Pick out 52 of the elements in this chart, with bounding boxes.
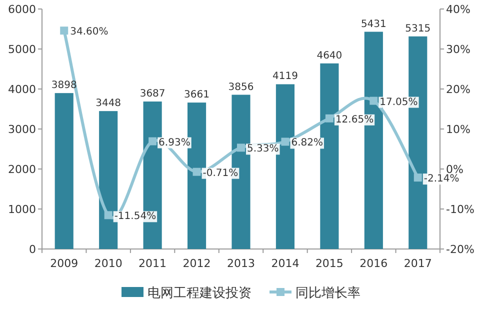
y2-tick-label: 40%: [446, 3, 470, 16]
data-label: -0.71%: [202, 168, 238, 179]
data-label: 4119: [272, 71, 298, 82]
y2-tick-label: 30%: [446, 43, 470, 56]
y2-tick-label: -20%: [446, 243, 474, 256]
y2-tick-label: -10%: [446, 203, 474, 216]
data-label: 5315: [405, 23, 431, 34]
y-tick-label: 6000: [8, 3, 36, 16]
x-tick-label: 2013: [227, 257, 255, 270]
y-tick-label: 1000: [8, 203, 36, 216]
point: [192, 168, 201, 176]
data-label: -11.54%: [114, 211, 156, 222]
data-label: 3448: [96, 98, 122, 110]
x-tick-label: 2011: [138, 257, 167, 270]
x-tick-label: 2015: [315, 257, 344, 270]
data-label: 6.93%: [158, 137, 190, 148]
data-label: 3898: [51, 80, 77, 92]
point: [237, 144, 245, 152]
x-tick-label: 2010: [94, 257, 122, 270]
data-label: 4640: [316, 50, 342, 62]
x-tick-label: 2012: [182, 257, 211, 270]
point: [370, 96, 378, 105]
point: [60, 26, 68, 35]
y-tick-label: 4000: [8, 83, 36, 96]
point: [104, 211, 112, 220]
x-tick-label: 2009: [50, 257, 78, 270]
data-label: 5.33%: [247, 144, 279, 155]
data-label: 3856: [228, 82, 254, 93]
bar: [54, 93, 74, 249]
data-label: 6.82%: [291, 138, 324, 149]
data-label: 17.05%: [380, 96, 418, 108]
y-tick-label: 2000: [8, 163, 36, 176]
x-tick-label: 2016: [360, 257, 388, 270]
data-label: 3687: [140, 88, 166, 100]
legend-label: 同比增长率: [296, 285, 360, 301]
point: [325, 114, 334, 122]
x-tick-label: 2014: [271, 257, 300, 270]
y2-tick-label: 10%: [446, 123, 470, 136]
legend-label: 电网工程建设投资: [148, 286, 252, 301]
data-label: -2.14%: [424, 174, 460, 185]
y2-tick-label: 20%: [446, 83, 470, 96]
data-label: 5431: [360, 18, 386, 30]
point: [148, 137, 157, 146]
y-tick-label: 5000: [8, 43, 36, 56]
y-tick-label: 3000: [8, 123, 36, 136]
point: [281, 138, 290, 146]
data-label: 12.65%: [335, 114, 374, 126]
data-label: 34.60%: [70, 26, 108, 38]
y-tick-label: 0: [29, 243, 36, 256]
data-label: 3661: [184, 90, 210, 101]
x-tick-label: 2017: [404, 257, 432, 270]
point: [414, 174, 422, 182]
